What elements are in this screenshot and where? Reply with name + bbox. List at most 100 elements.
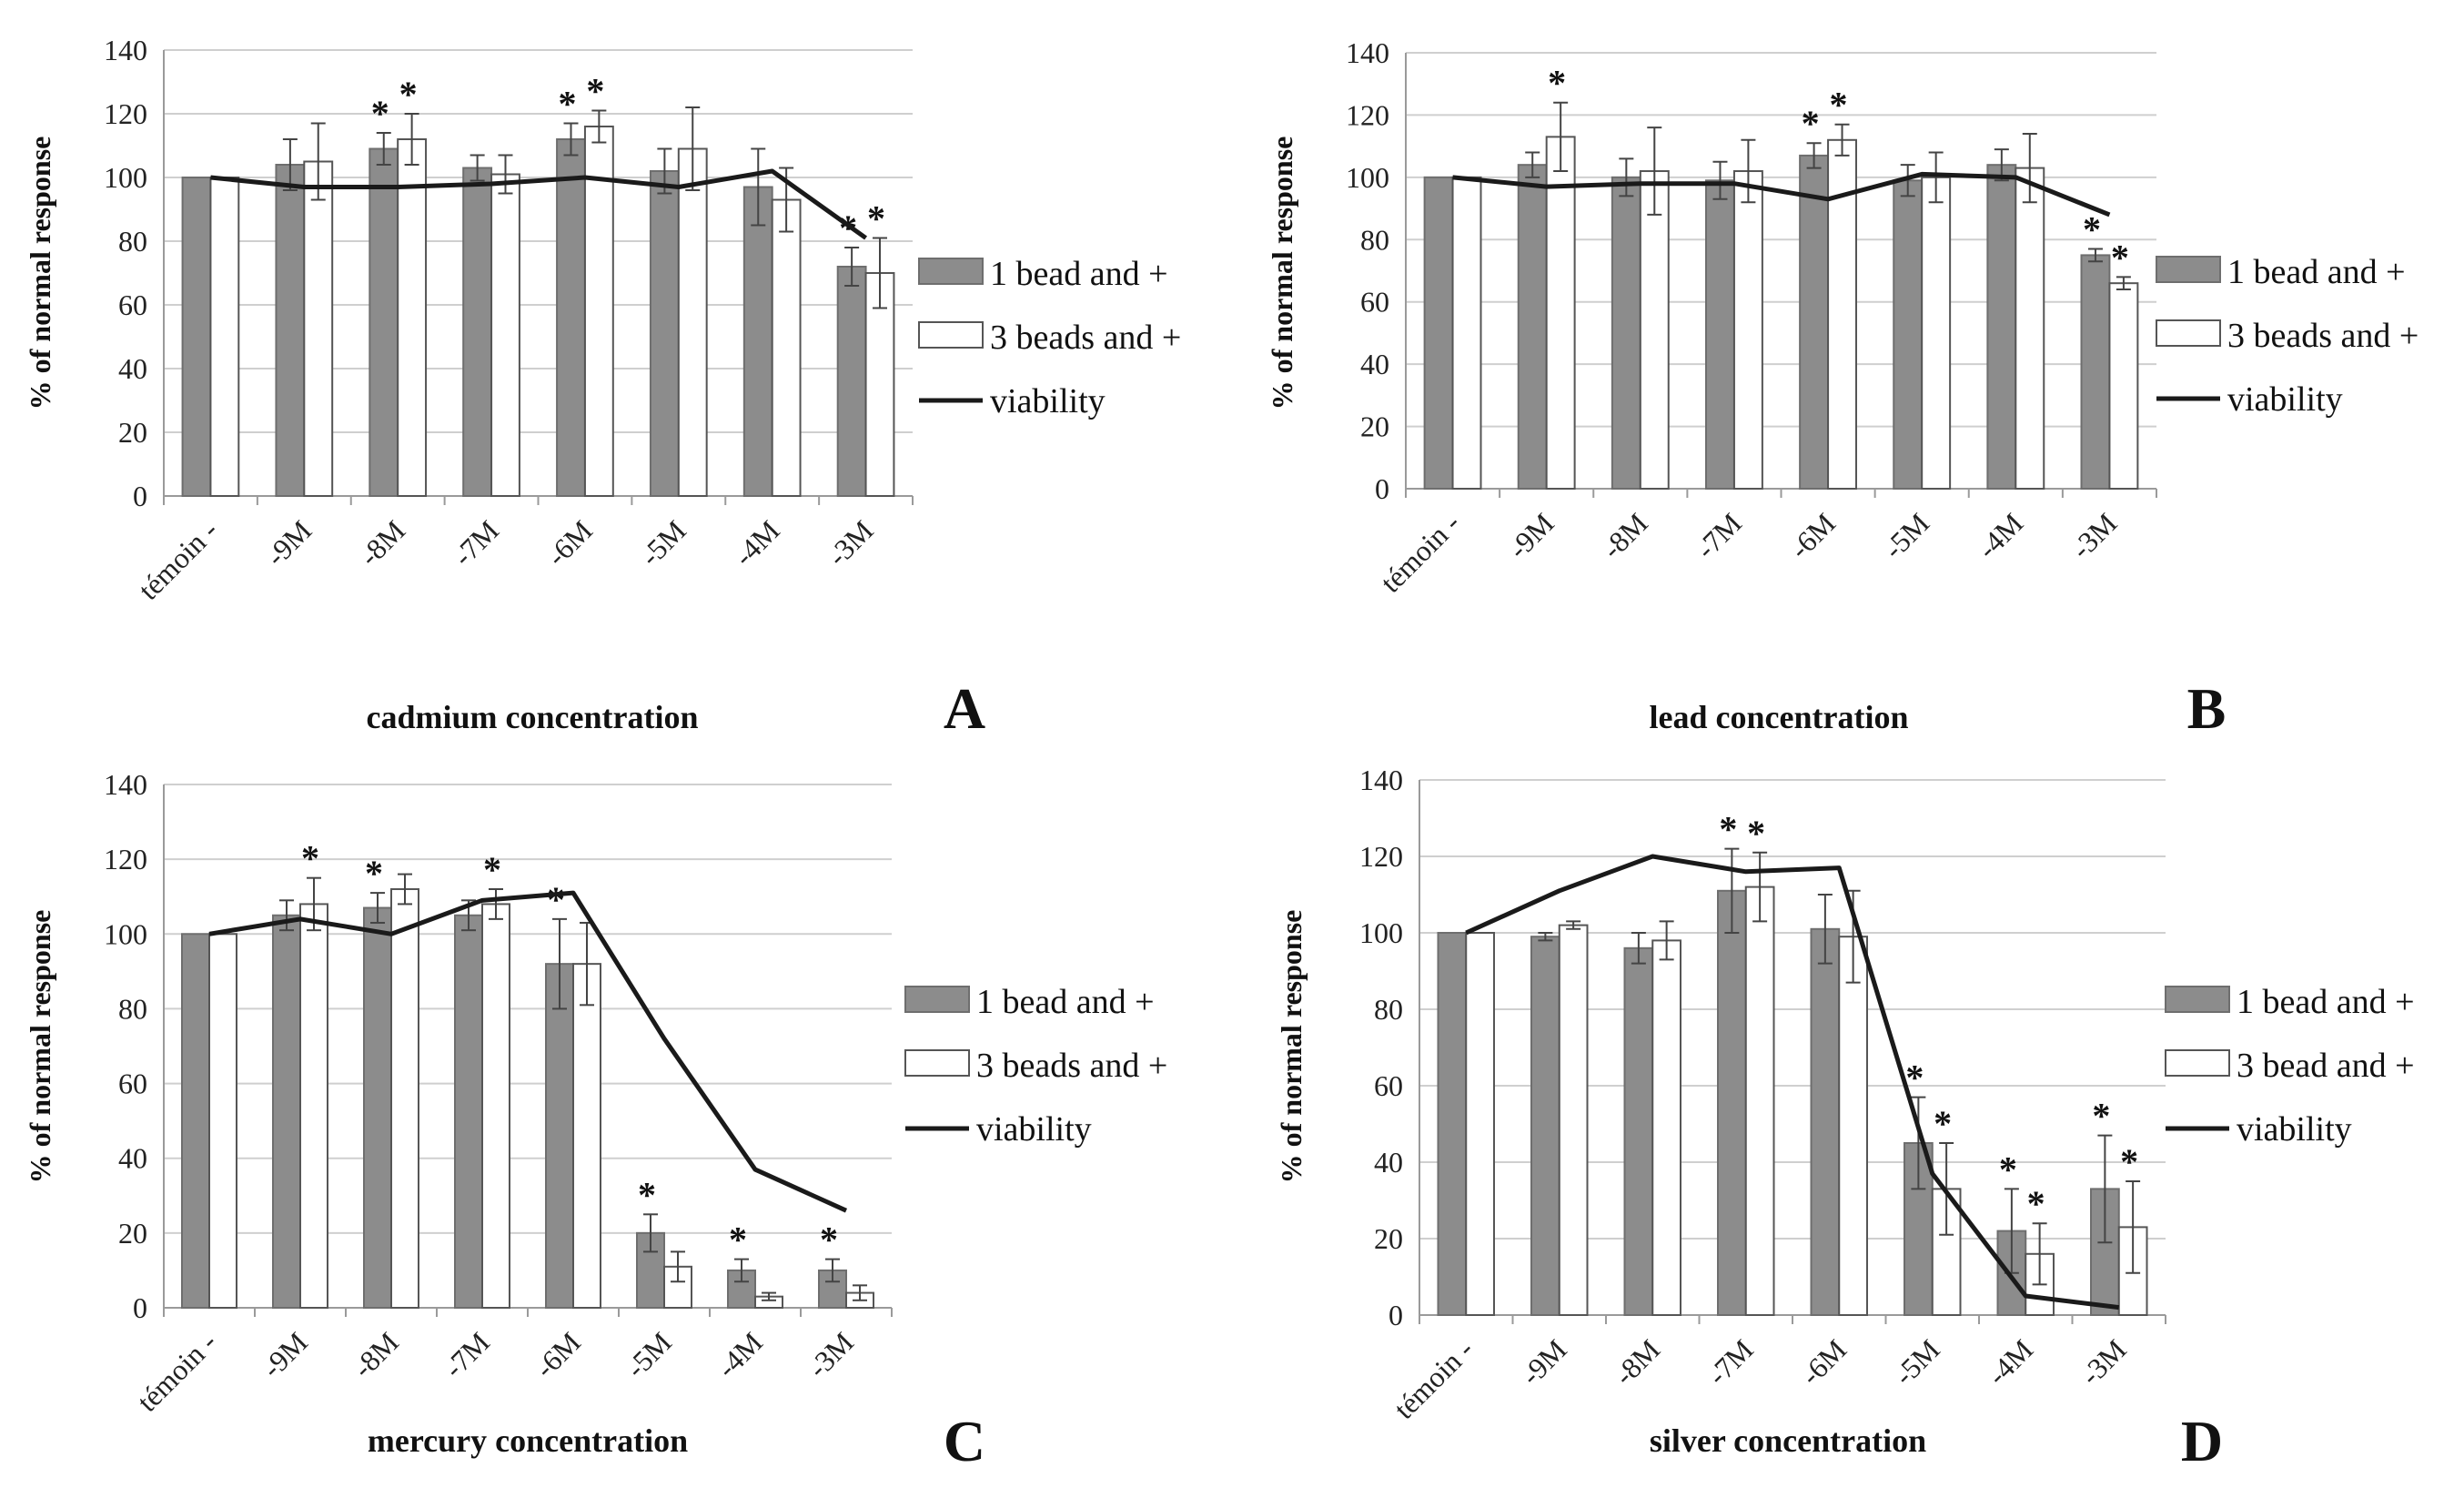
x-tick-label: -3M	[2065, 506, 2123, 564]
bar-1-bead	[1530, 936, 1560, 1316]
bar-3-beads	[299, 903, 328, 1310]
y-tick-label: 100	[1346, 161, 1389, 194]
x-tick-label: -6M	[1783, 506, 1842, 564]
x-tick-label: -4M	[727, 513, 785, 572]
legend-label: 1 bead and +	[976, 983, 1155, 1021]
y-tick-label: 40	[118, 352, 147, 385]
bar-3-beads	[864, 272, 895, 497]
y-tick-label: 120	[1359, 840, 1403, 873]
bar-3-beads	[397, 138, 428, 497]
significance-star: *	[301, 838, 319, 879]
y-tick-label: 100	[104, 917, 147, 950]
x-tick-label: -3M	[802, 1325, 860, 1383]
bar-3-beads	[208, 933, 237, 1310]
bar-1-bead	[836, 266, 867, 497]
y-tick-label: 140	[1359, 764, 1403, 796]
legend-label: 1 bead and +	[990, 255, 1168, 293]
significance-star: *	[638, 1174, 656, 1215]
legend-swatch-1-bead	[918, 258, 984, 285]
x-tick-label: -7M	[1701, 1332, 1759, 1391]
bar-3-beads	[1545, 136, 1576, 490]
y-tick-label: 20	[118, 416, 147, 449]
viability-line	[1465, 854, 2120, 1311]
significance-star: *	[2120, 1141, 2138, 1182]
y-tick-label: 80	[1374, 993, 1403, 1026]
significance-star: *	[867, 198, 885, 239]
bar-1-bead	[462, 167, 493, 497]
y-tick-label: 120	[104, 843, 147, 875]
legend-swatch-1-bead	[904, 986, 970, 1013]
x-tick-label: -5M	[1877, 506, 1935, 564]
y-axis-title: % of normal response	[1266, 137, 1298, 410]
legend-label: viability	[2227, 380, 2343, 419]
x-tick-label: -3M	[2074, 1332, 2132, 1391]
bar-1-bead	[742, 186, 773, 497]
panel-letter: D	[2181, 1409, 2223, 1473]
bar-1-bead	[545, 963, 574, 1309]
x-tick-label: -9M	[259, 513, 318, 572]
significance-star: *	[2083, 209, 2101, 250]
x-tick-label: témoin -	[1374, 506, 1466, 598]
bar-3-beads	[771, 198, 802, 497]
bar-3-beads	[2108, 282, 2139, 490]
y-tick-label: 120	[104, 97, 147, 130]
panel-letter: A	[944, 676, 985, 741]
legend-label: 1 bead and +	[2227, 253, 2406, 291]
x-tick-label: -4M	[711, 1325, 769, 1383]
legend-label: 3 bead and +	[2237, 1047, 2415, 1085]
significance-star: *	[1548, 63, 1566, 104]
legend-label: 1 bead and +	[2237, 983, 2415, 1021]
legend: 1 bead and + 3 beads and + viability	[2156, 253, 2419, 419]
bar-1-bead	[1423, 176, 1454, 490]
bar-3-beads	[1639, 170, 1670, 490]
legend-label: 3 beads and +	[976, 1047, 1167, 1085]
y-tick-label: 60	[1360, 286, 1389, 319]
bar-3-beads	[1651, 939, 1681, 1317]
bar-1-bead	[1517, 164, 1548, 491]
significance-star: *	[483, 849, 501, 890]
y-tick-label: 0	[133, 480, 147, 512]
legend-swatch-3-beads	[2156, 319, 2221, 347]
bar-3-beads	[2015, 167, 2045, 490]
x-tick-label: -7M	[447, 513, 505, 572]
y-axis-title: % of normal response	[1275, 910, 1308, 1184]
x-tick-label: -8M	[1608, 1332, 1666, 1391]
y-tick-label: 140	[1346, 36, 1389, 69]
significance-star: *	[820, 1220, 838, 1260]
y-tick-label: 60	[118, 1068, 147, 1100]
y-tick-label: 80	[1360, 223, 1389, 256]
bar-3-beads	[1744, 886, 1775, 1316]
x-tick-label: témoin -	[1388, 1332, 1479, 1424]
x-tick-label: -9M	[256, 1325, 314, 1383]
y-tick-label: 20	[1360, 410, 1389, 443]
panel-letter: B	[2187, 676, 2227, 741]
bar-1-bead	[1986, 164, 2017, 491]
y-tick-label: 40	[1360, 348, 1389, 380]
y-tick-label: 20	[1374, 1222, 1403, 1255]
panel-letter: C	[944, 1409, 985, 1473]
x-tick-label: -9M	[1501, 506, 1560, 564]
bar-3-beads	[663, 1265, 692, 1309]
significance-star: *	[1719, 809, 1737, 850]
x-tick-label: -4M	[1981, 1332, 2039, 1391]
significance-star: *	[2111, 237, 2129, 278]
bar-3-beads	[1465, 932, 1495, 1316]
bar-1-bead	[363, 906, 392, 1309]
legend-swatch-3-beads	[904, 1049, 970, 1077]
x-tick-label: -5M	[1887, 1332, 1945, 1391]
viability-line	[208, 890, 848, 1213]
y-tick-label: 40	[1374, 1146, 1403, 1179]
x-axis-title: mercury concentration	[368, 1422, 688, 1459]
bar-1-bead	[556, 138, 586, 497]
significance-star: *	[1905, 1058, 1924, 1098]
y-tick-label: 60	[1374, 1069, 1403, 1102]
legend-label: viability	[2237, 1110, 2352, 1149]
bar-3-beads	[572, 963, 601, 1309]
legend-label: viability	[976, 1110, 1092, 1149]
bar-3-beads	[209, 177, 240, 497]
legend: 1 bead and + 3 beads and + viability	[918, 255, 1181, 420]
y-tick-label: 0	[133, 1291, 147, 1324]
bar-3-beads	[1732, 170, 1763, 490]
x-tick-label: -5M	[620, 1325, 678, 1383]
